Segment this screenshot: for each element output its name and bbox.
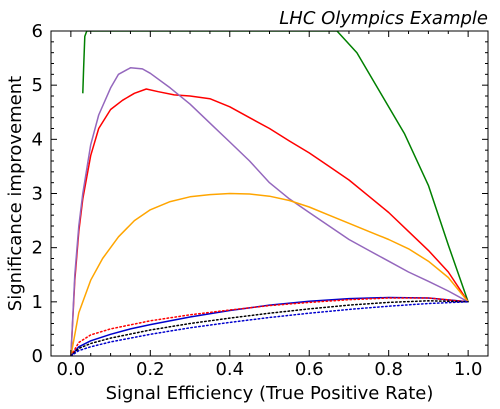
x-tick-label: 0.2 xyxy=(136,359,165,380)
x-tick-label: 1.0 xyxy=(454,359,483,380)
series-line-4 xyxy=(70,192,469,356)
y-tick-label: 0 xyxy=(32,346,43,367)
x-tick-label: 0.6 xyxy=(295,359,324,380)
y-tick-label: 4 xyxy=(32,129,43,150)
chart-title: LHC Olympics Example xyxy=(279,8,488,29)
series-line-8 xyxy=(70,301,469,356)
series-line-1 xyxy=(82,31,469,303)
plot-frame xyxy=(50,30,489,357)
y-tick-label: 6 xyxy=(32,21,43,42)
series-line-5 xyxy=(70,296,469,356)
x-tick-label: 0.0 xyxy=(57,359,86,380)
series-line-7 xyxy=(70,300,469,356)
y-tick-label: 5 xyxy=(32,75,43,96)
y-tick-label: 2 xyxy=(32,238,43,259)
series-line-2 xyxy=(70,88,469,356)
x-axis-label: Signal Efficiency (True Positive Rate) xyxy=(106,383,434,404)
y-axis-label: Significance improvement xyxy=(5,76,26,311)
x-tick-label: 0.8 xyxy=(374,359,403,380)
series-layer xyxy=(70,31,469,356)
series-line-6 xyxy=(70,297,469,356)
series-line-3 xyxy=(70,67,469,356)
y-tick-label: 1 xyxy=(32,292,43,313)
y-tick-label: 3 xyxy=(32,184,43,205)
tick-layer: 0.0 0.2 0.4 0.6 0.8 1.0 0 1 2 3 4 5 6 xyxy=(32,21,489,380)
x-tick-label: 0.4 xyxy=(215,359,244,380)
